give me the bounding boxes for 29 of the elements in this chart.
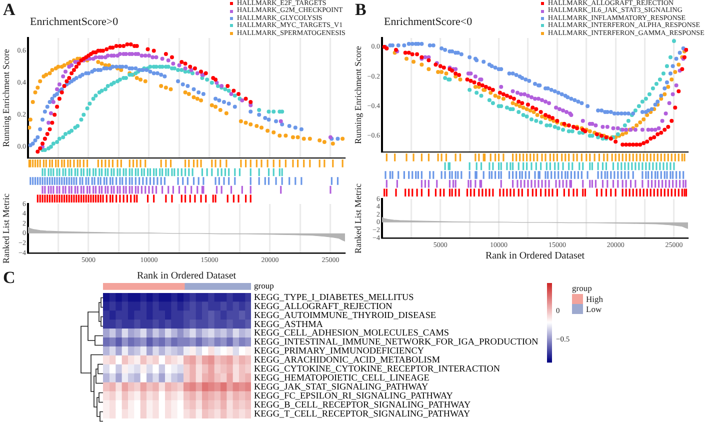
legend-title: group — [572, 283, 593, 293]
y-tick-label: KEGG_PRIMARY_IMMUNODEFICIENCY — [254, 346, 424, 356]
y-axis-title: Running Enrichment Score — [352, 46, 363, 144]
y-tick-label: KEGG_T_CELL_RECEPTOR_SIGNALING_PATHWAY — [254, 408, 470, 418]
y-tick-label: KEGG_CELL_ADHESION_MOLECULES_CAMS — [254, 328, 449, 338]
y-tick-label: KEGG_ARACHIDONIC_ACID_METABOLISM — [254, 354, 440, 365]
y-tick-label: KEGG_INTESTINAL_IMMUNE_NETWORK_FOR_IGA_PRODUCTION — [254, 336, 539, 347]
y-tick-label: KEGG_ASTHMA — [254, 318, 324, 329]
y-tick-label: KEGG_B_CELL_RECEPTOR_SIGNALING_PATHWAY — [254, 399, 471, 410]
legend-label: Low — [586, 304, 602, 314]
y-tick-label: KEGG_HEMATOPOIETIC_CELL_LINEAGE — [254, 372, 430, 383]
y-axis-title: Running Enrichment Score — [0, 49, 11, 147]
text: B — [355, 0, 366, 19]
y-axis-title: Ranked List Metric — [352, 184, 363, 254]
y-tick-label: KEGG_AUTOIMMUNE_THYROID_DISEASE — [254, 310, 436, 320]
y-axis-title: Ranked List Metric — [0, 194, 11, 264]
legend-label: High — [586, 294, 603, 304]
text: A — [3, 0, 16, 19]
y-tick-label: group — [254, 280, 274, 291]
y-tick-label: KEGG_FC_EPSILON_RI_SIGNALING_PATHWAY — [254, 390, 454, 400]
y-tick-label: KEGG_JAK_STAT_SIGNALING_PATHWAY — [254, 382, 429, 392]
x-axis-title: Rank in Ordered Dataset — [136, 270, 236, 282]
y-tick-label: KEGG_CYTOKINE_CYTOKINE_RECEPTOR_INTERACTION — [254, 364, 500, 374]
chart-title: EnrichmentScore>0 — [30, 16, 118, 28]
chart-title: EnrichmentScore<0 — [384, 16, 472, 28]
text: C — [3, 268, 16, 287]
x-axis-title: Rank in Ordered Dataset — [485, 250, 585, 262]
y-tick-label: KEGG_ALLOGRAFT_REJECTION — [254, 300, 393, 311]
y-tick-label: KEGG_TYPE_I_DIABETES_MELLITUS — [254, 292, 414, 302]
